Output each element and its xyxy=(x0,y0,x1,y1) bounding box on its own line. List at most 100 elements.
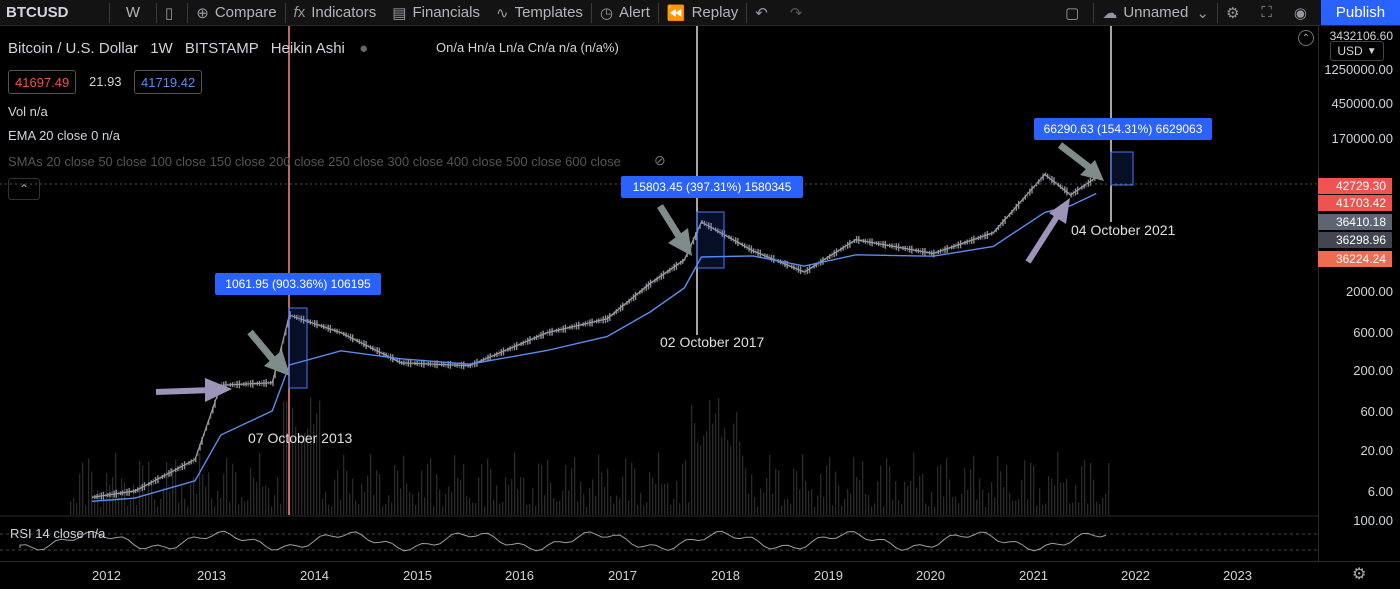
volume-bar xyxy=(691,405,693,515)
replay-button[interactable]: ⏪ Replay xyxy=(659,0,746,25)
rsi-line xyxy=(19,530,1107,552)
volume-indicator-label[interactable]: Vol n/a xyxy=(8,104,48,119)
volume-bar xyxy=(568,490,570,515)
volume-bar xyxy=(664,483,666,515)
snapshot-button[interactable]: ◉ xyxy=(1286,0,1321,25)
ask-price-box[interactable]: 41719.42 xyxy=(134,70,203,94)
candle xyxy=(697,230,699,233)
price-chart[interactable] xyxy=(0,26,1318,561)
fullscreen-button[interactable]: ⛶ xyxy=(1253,0,1286,25)
replay-label: Replay xyxy=(691,4,739,21)
square-icon: ▢ xyxy=(1065,4,1080,22)
divider xyxy=(109,2,110,23)
volume-bar xyxy=(811,489,813,515)
volume-bar xyxy=(1063,482,1065,515)
layout-name-button[interactable]: ☁ Unnamed ⌄ xyxy=(1094,0,1217,25)
volume-bar xyxy=(802,454,804,515)
bid-price-box[interactable]: 41697.49 xyxy=(8,70,77,94)
volume-bar xyxy=(577,500,579,515)
volume-bar xyxy=(283,401,285,515)
price-scale[interactable]: 3432106.60 1250000.00 450000.00 170000.0… xyxy=(1318,26,1400,561)
compare-button[interactable]: ⊕ Compare xyxy=(188,0,284,25)
volume-bar xyxy=(451,491,453,515)
indicators-button[interactable]: fx Indicators xyxy=(286,0,385,25)
volume-bar xyxy=(1009,493,1011,515)
date-label-2013[interactable]: 07 October 2013 xyxy=(248,430,353,446)
sma-indicator-label[interactable]: SMAs 20 close 50 close 100 close 150 clo… xyxy=(8,154,621,169)
volume-bar xyxy=(1021,479,1023,515)
price-tick: 2000.00 xyxy=(1346,284,1393,299)
date-label-2017[interactable]: 02 October 2017 xyxy=(660,334,765,350)
divider xyxy=(657,2,659,23)
volume-bar xyxy=(190,483,192,515)
alert-button[interactable]: ◷ Alert xyxy=(592,0,658,25)
date-label-2021[interactable]: 04 October 2021 xyxy=(1071,222,1176,238)
arrow-gray-2017[interactable] xyxy=(657,204,692,256)
templates-button[interactable]: ∿ Templates xyxy=(488,0,591,25)
volume-bar xyxy=(952,496,954,515)
measure-rect-2021[interactable] xyxy=(1110,151,1134,186)
volume-bar xyxy=(877,480,879,515)
volume-bar xyxy=(82,462,84,515)
settings-button[interactable]: ⚙ xyxy=(1218,0,1253,25)
arrow-purple-2013[interactable] xyxy=(155,378,232,402)
undo-button[interactable]: ↶ xyxy=(747,0,782,25)
volume-bar xyxy=(910,480,912,515)
measure-label-2021[interactable]: 66290.63 (154.31%) 6629063 xyxy=(1034,118,1212,140)
price-label-text: 36298.96 xyxy=(1335,233,1386,247)
year-tick: 2020 xyxy=(916,568,945,583)
price-label-5: 36224.24 xyxy=(1318,251,1392,267)
volume-bar xyxy=(826,465,828,515)
collapse-legend-button[interactable]: ⌃ xyxy=(8,178,40,200)
gear-icon[interactable]: ⚙ xyxy=(1352,566,1367,583)
volume-bar xyxy=(994,497,996,515)
candle xyxy=(199,443,201,451)
bar-style-button[interactable]: ▯ xyxy=(157,0,187,25)
redo-icon: ↷ xyxy=(789,4,803,22)
volume-bar xyxy=(76,502,78,515)
arrow-gray-2021[interactable] xyxy=(1057,142,1104,181)
currency-select[interactable]: USD ▼ xyxy=(1330,41,1384,61)
publish-button[interactable]: Publish xyxy=(1321,0,1400,25)
volume-bar xyxy=(355,500,357,515)
volume-bar xyxy=(775,468,777,515)
volume-bar xyxy=(889,466,891,515)
time-axis[interactable]: 2012 2013 2014 2015 2016 2017 2018 2019 … xyxy=(0,561,1400,589)
legend-title[interactable]: Bitcoin / U.S. Dollar xyxy=(8,40,139,57)
interval-label: W xyxy=(125,4,141,21)
volume-bar xyxy=(220,497,222,515)
scale-settings-icon[interactable]: ⌃ xyxy=(1298,30,1314,46)
volume-bar xyxy=(922,473,924,515)
volume-bar xyxy=(262,486,264,515)
measure-label-2017[interactable]: 15803.45 (397.31%) 1580345 xyxy=(621,176,803,198)
layout-toggle-button[interactable]: ▢ xyxy=(1057,0,1093,25)
financials-button[interactable]: ▤ Financials xyxy=(384,0,488,25)
divider xyxy=(590,2,592,23)
volume-bar xyxy=(673,498,675,515)
measure-label-2013[interactable]: 1061.95 (903.36%) 106195 xyxy=(215,273,381,295)
measure-rect-2013[interactable] xyxy=(288,307,308,389)
rsi-indicator-label[interactable]: RSI 14 close n/a xyxy=(10,526,106,541)
ema-indicator-label[interactable]: EMA 20 close 0 n/a xyxy=(8,128,121,143)
symbol-search[interactable]: BTCUSD xyxy=(0,0,109,25)
interval-button[interactable]: W xyxy=(110,0,156,25)
volume-bar xyxy=(976,499,978,515)
volume-bar xyxy=(79,473,81,515)
candle xyxy=(699,224,701,229)
volume-bar xyxy=(574,457,576,515)
volume-bar xyxy=(751,474,753,515)
arrow-gray-2013[interactable] xyxy=(247,329,290,376)
year-tick: 2013 xyxy=(197,568,226,583)
volume-bar xyxy=(229,501,231,515)
volume-bar xyxy=(322,498,324,515)
volume-bar xyxy=(187,506,189,515)
redo-button[interactable]: ↷ xyxy=(782,0,817,25)
volume-bar xyxy=(865,494,867,515)
volume-bar xyxy=(895,481,897,515)
measure-rect-2017[interactable] xyxy=(696,211,725,269)
volume-bar xyxy=(697,442,699,515)
eye-hidden-icon[interactable]: ⊘ xyxy=(654,152,666,168)
volume-bar xyxy=(1072,502,1074,515)
volume-bar xyxy=(652,477,654,515)
arrow-purple-2021[interactable] xyxy=(1025,198,1070,264)
